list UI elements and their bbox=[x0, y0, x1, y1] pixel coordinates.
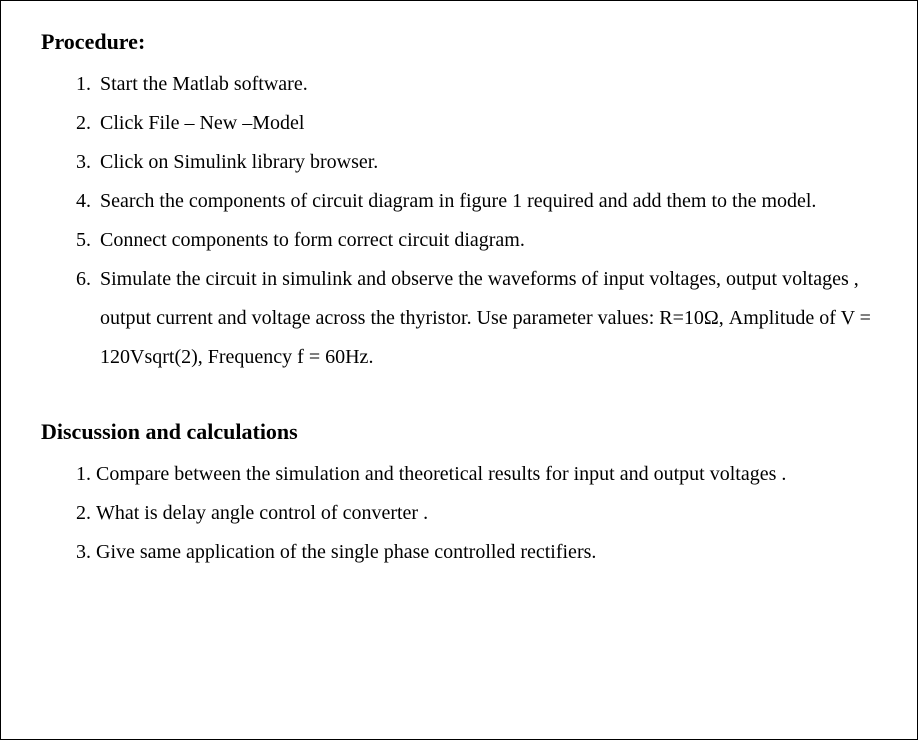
list-item-text: Connect components to form correct circu… bbox=[100, 229, 525, 251]
list-item-text: Simulate the circuit in simulink and obs… bbox=[100, 268, 871, 368]
list-item: Click on Simulink library browser. bbox=[96, 143, 889, 182]
list-item: Compare between the simulation and theor… bbox=[96, 455, 889, 494]
list-item: Start the Matlab software. bbox=[96, 65, 889, 104]
discussion-list: Compare between the simulation and theor… bbox=[41, 455, 889, 572]
list-item-text: Click File – New –Model bbox=[100, 112, 304, 134]
list-item-text: Give same application of the single phas… bbox=[96, 541, 596, 563]
list-item-text: Compare between the simulation and theor… bbox=[96, 463, 786, 485]
list-item-text: Start the Matlab software. bbox=[100, 73, 308, 95]
list-item: Click File – New –Model bbox=[96, 104, 889, 143]
list-item: What is delay angle control of converter… bbox=[96, 494, 889, 533]
procedure-list: Start the Matlab software. Click File – … bbox=[41, 65, 889, 377]
document-page: Procedure: Start the Matlab software. Cl… bbox=[0, 0, 918, 740]
list-item: Give same application of the single phas… bbox=[96, 533, 889, 572]
list-item-text: What is delay angle control of converter… bbox=[96, 502, 428, 524]
discussion-heading: Discussion and calculations bbox=[41, 419, 889, 445]
list-item-text: Search the components of circuit diagram… bbox=[100, 190, 816, 212]
list-item: Simulate the circuit in simulink and obs… bbox=[96, 260, 889, 377]
procedure-heading: Procedure: bbox=[41, 29, 889, 55]
list-item: Connect components to form correct circu… bbox=[96, 221, 889, 260]
list-item: Search the components of circuit diagram… bbox=[96, 182, 889, 221]
list-item-text: Click on Simulink library browser. bbox=[100, 151, 378, 173]
